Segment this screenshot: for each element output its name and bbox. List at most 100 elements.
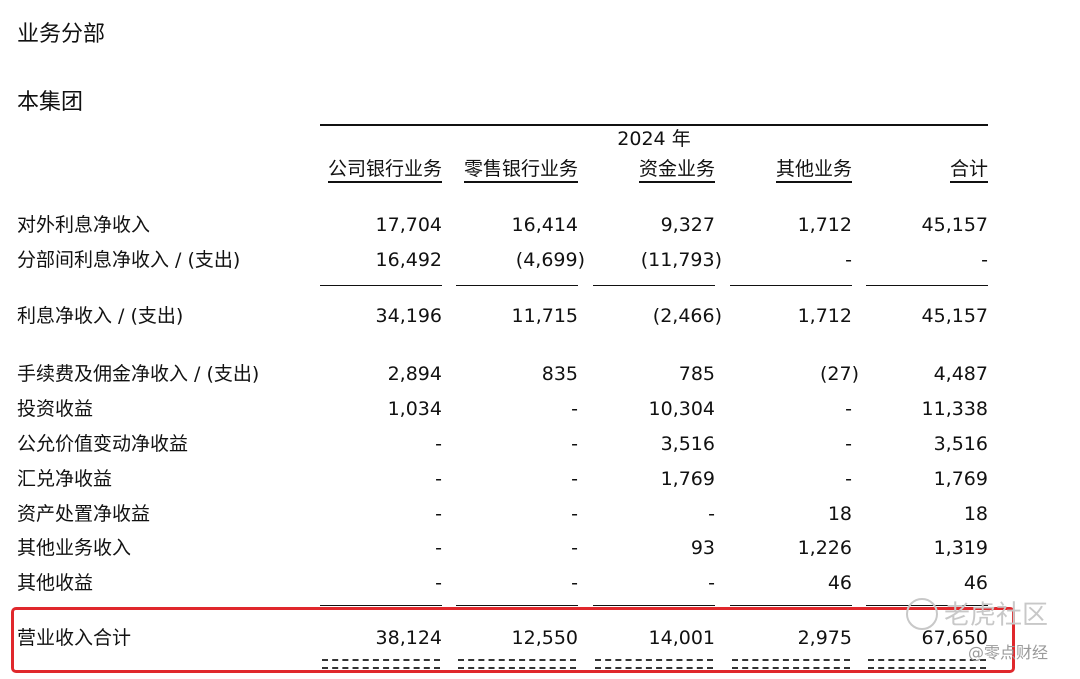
total-rule [730, 605, 852, 606]
table-cell: 34,196 [375, 305, 442, 327]
table-cell: 38,124 [375, 627, 442, 649]
double-underline [458, 659, 576, 669]
table-cell: 11,715 [511, 305, 578, 327]
table-cell: (4,699) [515, 249, 585, 271]
table-cell: - [435, 433, 442, 455]
brand-watermark-text: 老虎社区 [944, 600, 1049, 631]
table-cell: 1,712 [797, 214, 852, 236]
row-label: 汇兑净收益 [17, 468, 113, 490]
column-header-retail: 零售银行业务 [456, 158, 578, 183]
row-label: 分部间利息净收入 / (支出) [17, 249, 241, 271]
row-label: 公允价值变动净收益 [17, 433, 189, 455]
table-cell: 12,550 [511, 627, 578, 649]
double-underline [732, 659, 850, 669]
table-cell: (2,466) [652, 305, 722, 327]
section-title: 业务分部 [17, 22, 106, 47]
table-cell: - [435, 503, 442, 525]
table-cell: 3,516 [933, 433, 988, 455]
row-label: 手续费及佣金净收入 / (支出) [17, 363, 260, 385]
table-cell: 18 [827, 503, 852, 525]
table-cell: - [571, 468, 578, 490]
table-cell: - [435, 572, 442, 594]
table-cell: 785 [678, 363, 715, 385]
table-row: 资产处置净收益 - - - 18 18 [0, 500, 1080, 528]
row-label: 投资收益 [17, 398, 94, 420]
table-row: 其他业务收入 - - 93 1,226 1,319 [0, 534, 1080, 562]
table-cell: 46 [827, 572, 852, 594]
year-label: 2024 年 [617, 128, 691, 150]
table-row: 公允价值变动净收益 - - 3,516 - 3,516 [0, 430, 1080, 458]
table-cell: 67,650 [921, 627, 988, 649]
table-cell: - [571, 572, 578, 594]
subtotal-rule [320, 285, 442, 286]
subtotal-rule [730, 285, 852, 286]
table-cell: 14,001 [648, 627, 715, 649]
table-cell: (27) [819, 363, 859, 385]
row-label: 其他业务收入 [17, 537, 132, 559]
subtotal-rule [593, 285, 715, 286]
table-row: 分部间利息净收入 / (支出) 16,492 (4,699) (11,793) … [0, 246, 1080, 274]
table-cell: 1,712 [797, 305, 852, 327]
subtotal-rule [456, 285, 578, 286]
table-cell: 2,894 [387, 363, 442, 385]
table-cell: - [571, 503, 578, 525]
table-cell: - [571, 398, 578, 420]
table-cell: 45,157 [921, 214, 988, 236]
table-cell: 18 [963, 503, 988, 525]
table-row: 利息净收入 / (支出) 34,196 11,715 (2,466) 1,712… [0, 302, 1080, 330]
column-header-corporate: 公司银行业务 [320, 158, 442, 183]
table-row-total: 营业收入合计 38,124 12,550 14,001 2,975 67,650 [0, 624, 1080, 652]
column-header-total: 合计 [866, 158, 988, 183]
table-cell: 2,975 [797, 627, 852, 649]
row-label: 资产处置净收益 [17, 503, 151, 525]
table-cell: - [435, 468, 442, 490]
table-row: 其他收益 - - - 46 46 [0, 569, 1080, 597]
table-cell: 1,226 [797, 537, 852, 559]
table-cell: 45,157 [921, 305, 988, 327]
table-cell: - [845, 433, 852, 455]
table-row: 对外利息净收入 17,704 16,414 9,327 1,712 45,157 [0, 211, 1080, 239]
tiger-logo-icon [906, 598, 938, 630]
table-cell: - [845, 249, 852, 271]
table-cell: 16,414 [511, 214, 578, 236]
table-cell: 3,516 [660, 433, 715, 455]
table-row: 汇兑净收益 - - 1,769 - 1,769 [0, 465, 1080, 493]
table-cell: 11,338 [921, 398, 988, 420]
table-cell: 835 [541, 363, 578, 385]
column-header-treasury: 资金业务 [593, 158, 715, 183]
table-cell: 1,769 [933, 468, 988, 490]
credit-watermark: @零点财经 [968, 643, 1049, 662]
table-cell: - [435, 537, 442, 559]
table-cell: 1,034 [387, 398, 442, 420]
table-cell: 46 [963, 572, 988, 594]
row-label: 营业收入合计 [17, 627, 132, 649]
table-cell: - [708, 572, 715, 594]
table-cell: 9,327 [660, 214, 715, 236]
highlight-box [11, 607, 1015, 673]
table-cell: 1,769 [660, 468, 715, 490]
table-cell: 10,304 [648, 398, 715, 420]
table-cell: 1,319 [933, 537, 988, 559]
total-rule [456, 605, 578, 606]
table-cell: - [845, 468, 852, 490]
table-row: 投资收益 1,034 - 10,304 - 11,338 [0, 395, 1080, 423]
row-label: 利息净收入 / (支出) [17, 305, 184, 327]
total-rule [320, 605, 442, 606]
table-cell: 16,492 [375, 249, 442, 271]
table-row: 手续费及佣金净收入 / (支出) 2,894 835 785 (27) 4,48… [0, 360, 1080, 388]
table-cell: - [708, 503, 715, 525]
table-cell: 17,704 [375, 214, 442, 236]
double-underline [868, 659, 986, 669]
table-cell: 93 [690, 537, 715, 559]
double-underline [322, 659, 440, 669]
row-label: 其他收益 [17, 572, 94, 594]
brand-watermark: 老虎社区 [906, 598, 1049, 632]
year-header: 2024 年 [320, 124, 988, 152]
table-cell: (11,793) [640, 249, 722, 271]
section-subtitle: 本集团 [17, 90, 84, 115]
subtotal-rule [866, 285, 988, 286]
column-header-other: 其他业务 [730, 158, 852, 183]
double-underline [595, 659, 713, 669]
row-label: 对外利息净收入 [17, 214, 151, 236]
table-cell: - [845, 398, 852, 420]
